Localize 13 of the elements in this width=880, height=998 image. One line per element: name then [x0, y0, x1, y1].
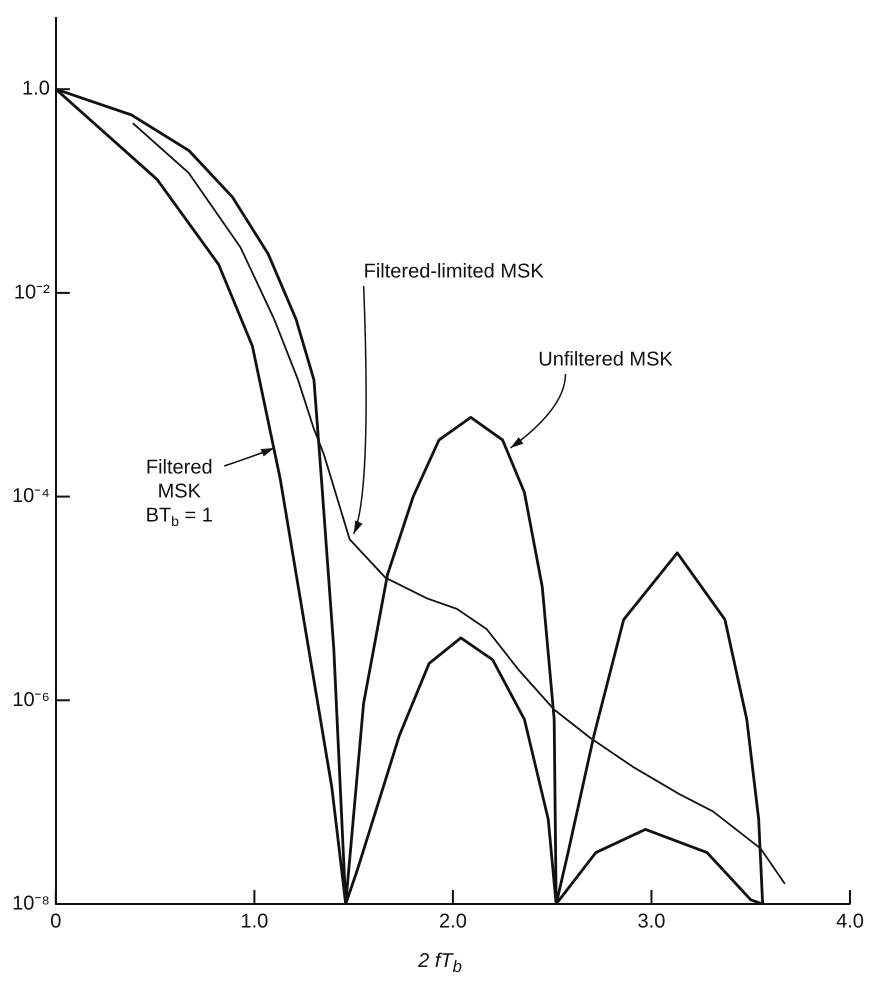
annotation: Filtered-limited MSK: [364, 260, 544, 282]
x-tick-label: 0: [50, 910, 62, 933]
x-axis-title: 2 fT$_{b}$: [417, 950, 463, 977]
y-tick-label: 1.0: [22, 78, 50, 100]
x-tick-label: 4.0: [836, 910, 864, 933]
x-tick-label: 3.0: [638, 910, 666, 933]
annotation: Unfiltered MSK: [538, 348, 674, 371]
y-tick-label: 10⁻⁴: [12, 485, 50, 508]
x-tick-label: 2.0: [439, 910, 467, 933]
y-tick-label: 10⁻⁸: [12, 892, 50, 915]
y-tick-label: 10⁻²: [14, 281, 50, 304]
y-tick-label: 10⁻⁶: [12, 688, 50, 711]
x-tick-label: 1.0: [240, 910, 268, 933]
